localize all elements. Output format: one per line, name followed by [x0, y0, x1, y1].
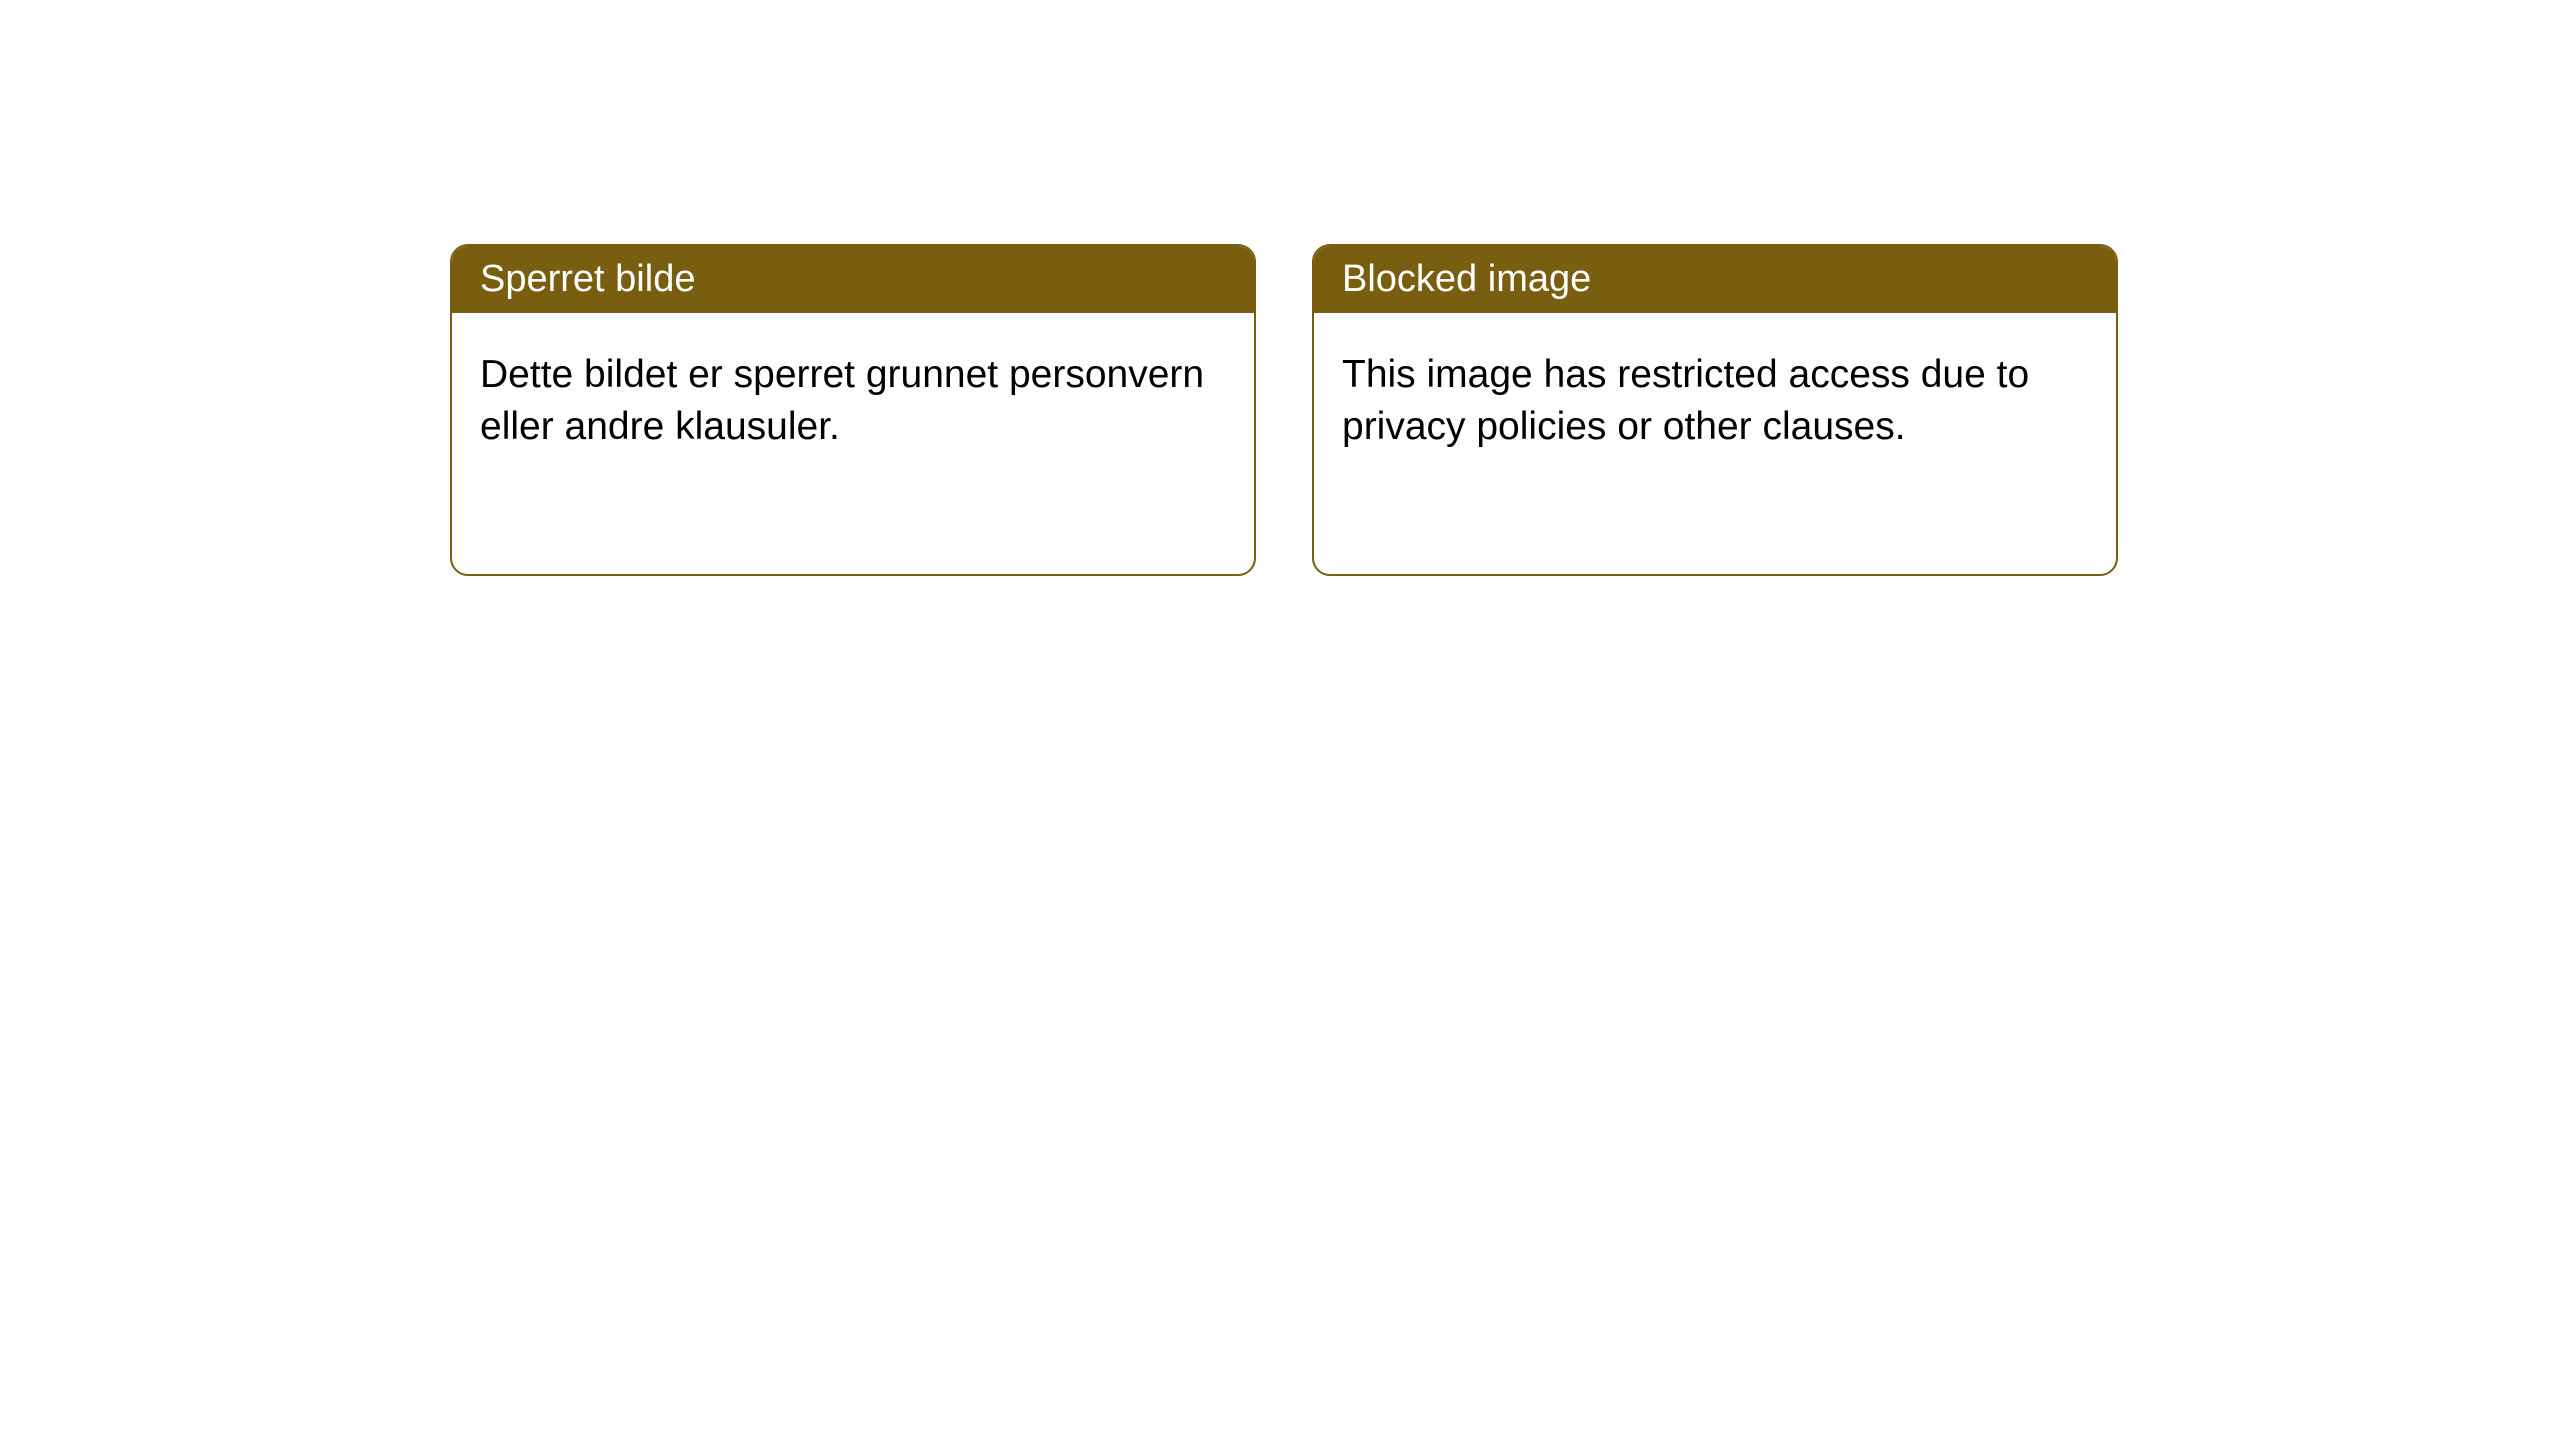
blocked-image-card-no: Sperret bilde Dette bildet er sperret gr… — [450, 244, 1256, 576]
card-body-text-en: This image has restricted access due to … — [1342, 353, 2029, 448]
card-title-no: Sperret bilde — [480, 258, 695, 300]
card-header-no: Sperret bilde — [452, 246, 1254, 313]
card-body-text-no: Dette bildet er sperret grunnet personve… — [480, 353, 1204, 448]
card-header-en: Blocked image — [1314, 246, 2116, 313]
card-body-en: This image has restricted access due to … — [1314, 313, 2116, 489]
card-title-en: Blocked image — [1342, 258, 1591, 300]
card-body-no: Dette bildet er sperret grunnet personve… — [452, 313, 1254, 489]
blocked-image-card-en: Blocked image This image has restricted … — [1312, 244, 2118, 576]
cards-container: Sperret bilde Dette bildet er sperret gr… — [0, 0, 2560, 576]
